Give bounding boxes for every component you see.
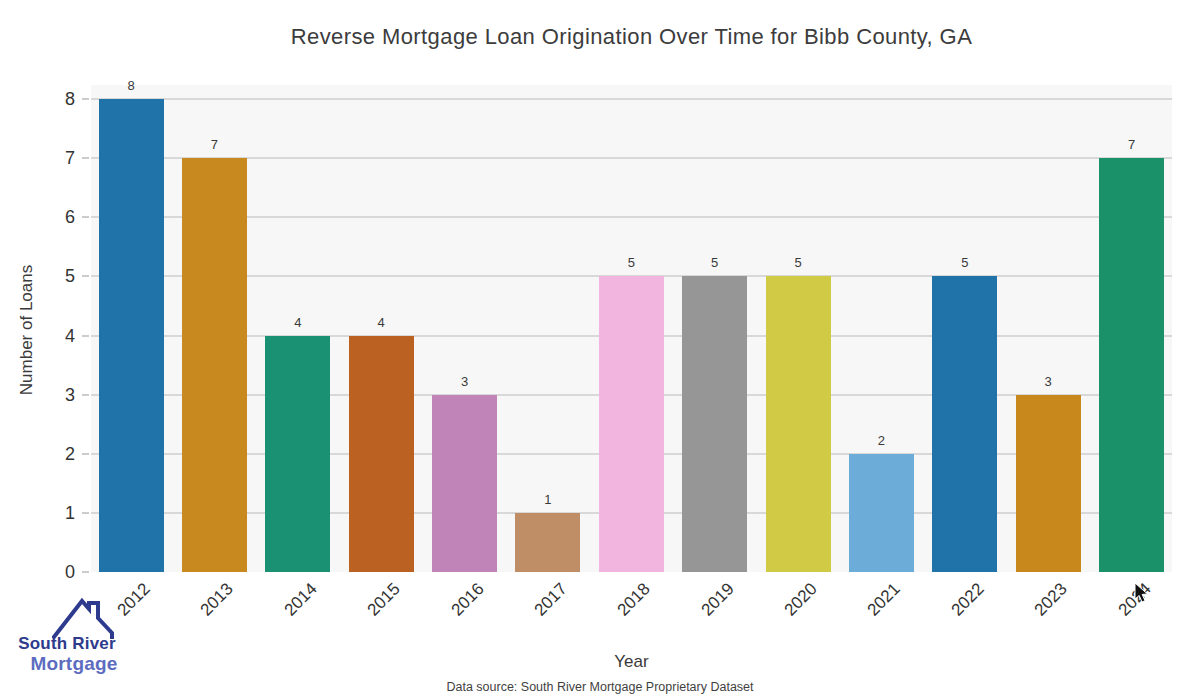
- gridline-y7: [91, 157, 1172, 159]
- bar-2024: [1099, 158, 1164, 572]
- x-tick-label-2016: 2016: [435, 580, 487, 632]
- chart-title: Reverse Mortgage Loan Origination Over T…: [91, 24, 1172, 50]
- bar-2020: [766, 276, 831, 572]
- bar-value-label-2013: 7: [194, 137, 234, 152]
- bar-2012: [99, 99, 164, 572]
- y-tick-label-3: 3: [37, 383, 75, 407]
- y-tick-mark-0: [82, 571, 89, 573]
- gridline-y8: [91, 98, 1172, 100]
- logo-text-line1: South River: [12, 634, 122, 654]
- y-tick-mark-7: [82, 157, 89, 159]
- y-tick-label-4: 4: [37, 324, 75, 348]
- x-tick-label-2023: 2023: [1019, 580, 1071, 632]
- bar-2022: [932, 276, 997, 572]
- bar-2021: [849, 454, 914, 572]
- x-tick-label-2021: 2021: [852, 580, 904, 632]
- bar-2018: [599, 276, 664, 572]
- y-tick-mark-1: [82, 512, 89, 514]
- x-tick-label-2022: 2022: [935, 580, 987, 632]
- y-tick-label-7: 7: [37, 146, 75, 170]
- y-tick-label-8: 8: [37, 87, 75, 111]
- bar-2016: [432, 395, 497, 572]
- y-tick-label-5: 5: [37, 264, 75, 288]
- y-tick-mark-2: [82, 453, 89, 455]
- bar-2019: [682, 276, 747, 572]
- y-tick-mark-8: [82, 98, 89, 100]
- bar-2017: [515, 513, 580, 572]
- bar-2023: [1016, 395, 1081, 572]
- x-tick-label-2014: 2014: [268, 580, 320, 632]
- y-tick-mark-3: [82, 394, 89, 396]
- bar-value-label-2016: 3: [445, 374, 485, 389]
- x-axis-label: Year: [91, 652, 1172, 672]
- mouse-cursor-icon: [1134, 582, 1149, 604]
- y-tick-mark-5: [82, 275, 89, 277]
- bar-value-label-2023: 3: [1028, 374, 1068, 389]
- y-tick-label-2: 2: [37, 442, 75, 466]
- y-tick-mark-4: [82, 335, 89, 337]
- x-tick-label-2018: 2018: [602, 580, 654, 632]
- bar-2015: [349, 336, 414, 573]
- bar-value-label-2019: 5: [695, 255, 735, 270]
- x-tick-label-2020: 2020: [768, 580, 820, 632]
- x-tick-label-2013: 2013: [185, 580, 237, 632]
- bar-value-label-2015: 4: [361, 315, 401, 330]
- logo-text-line2: Mortgage: [12, 653, 136, 675]
- data-source-note: Data source: South River Mortgage Propri…: [0, 680, 1200, 694]
- bar-value-label-2022: 5: [945, 255, 985, 270]
- bar-2013: [182, 158, 247, 572]
- bar-value-label-2020: 5: [778, 255, 818, 270]
- y-tick-mark-6: [82, 216, 89, 218]
- bar-value-label-2018: 5: [611, 255, 651, 270]
- bar-value-label-2017: 1: [528, 492, 568, 507]
- y-tick-label-6: 6: [37, 205, 75, 229]
- x-tick-label-2015: 2015: [352, 580, 404, 632]
- bar-value-label-2021: 2: [861, 433, 901, 448]
- y-tick-label-1: 1: [37, 501, 75, 525]
- bar-2014: [265, 336, 330, 573]
- plot-area: 0123456788201272013420144201532016120175…: [91, 85, 1172, 572]
- y-tick-label-0: 0: [37, 560, 75, 584]
- bar-value-label-2014: 4: [278, 315, 318, 330]
- x-tick-label-2017: 2017: [518, 580, 570, 632]
- y-axis-label: Number of Loans: [17, 265, 37, 395]
- bar-value-label-2012: 8: [111, 78, 151, 93]
- gridline-y6: [91, 216, 1172, 218]
- bar-value-label-2024: 7: [1112, 137, 1152, 152]
- x-tick-label-2019: 2019: [685, 580, 737, 632]
